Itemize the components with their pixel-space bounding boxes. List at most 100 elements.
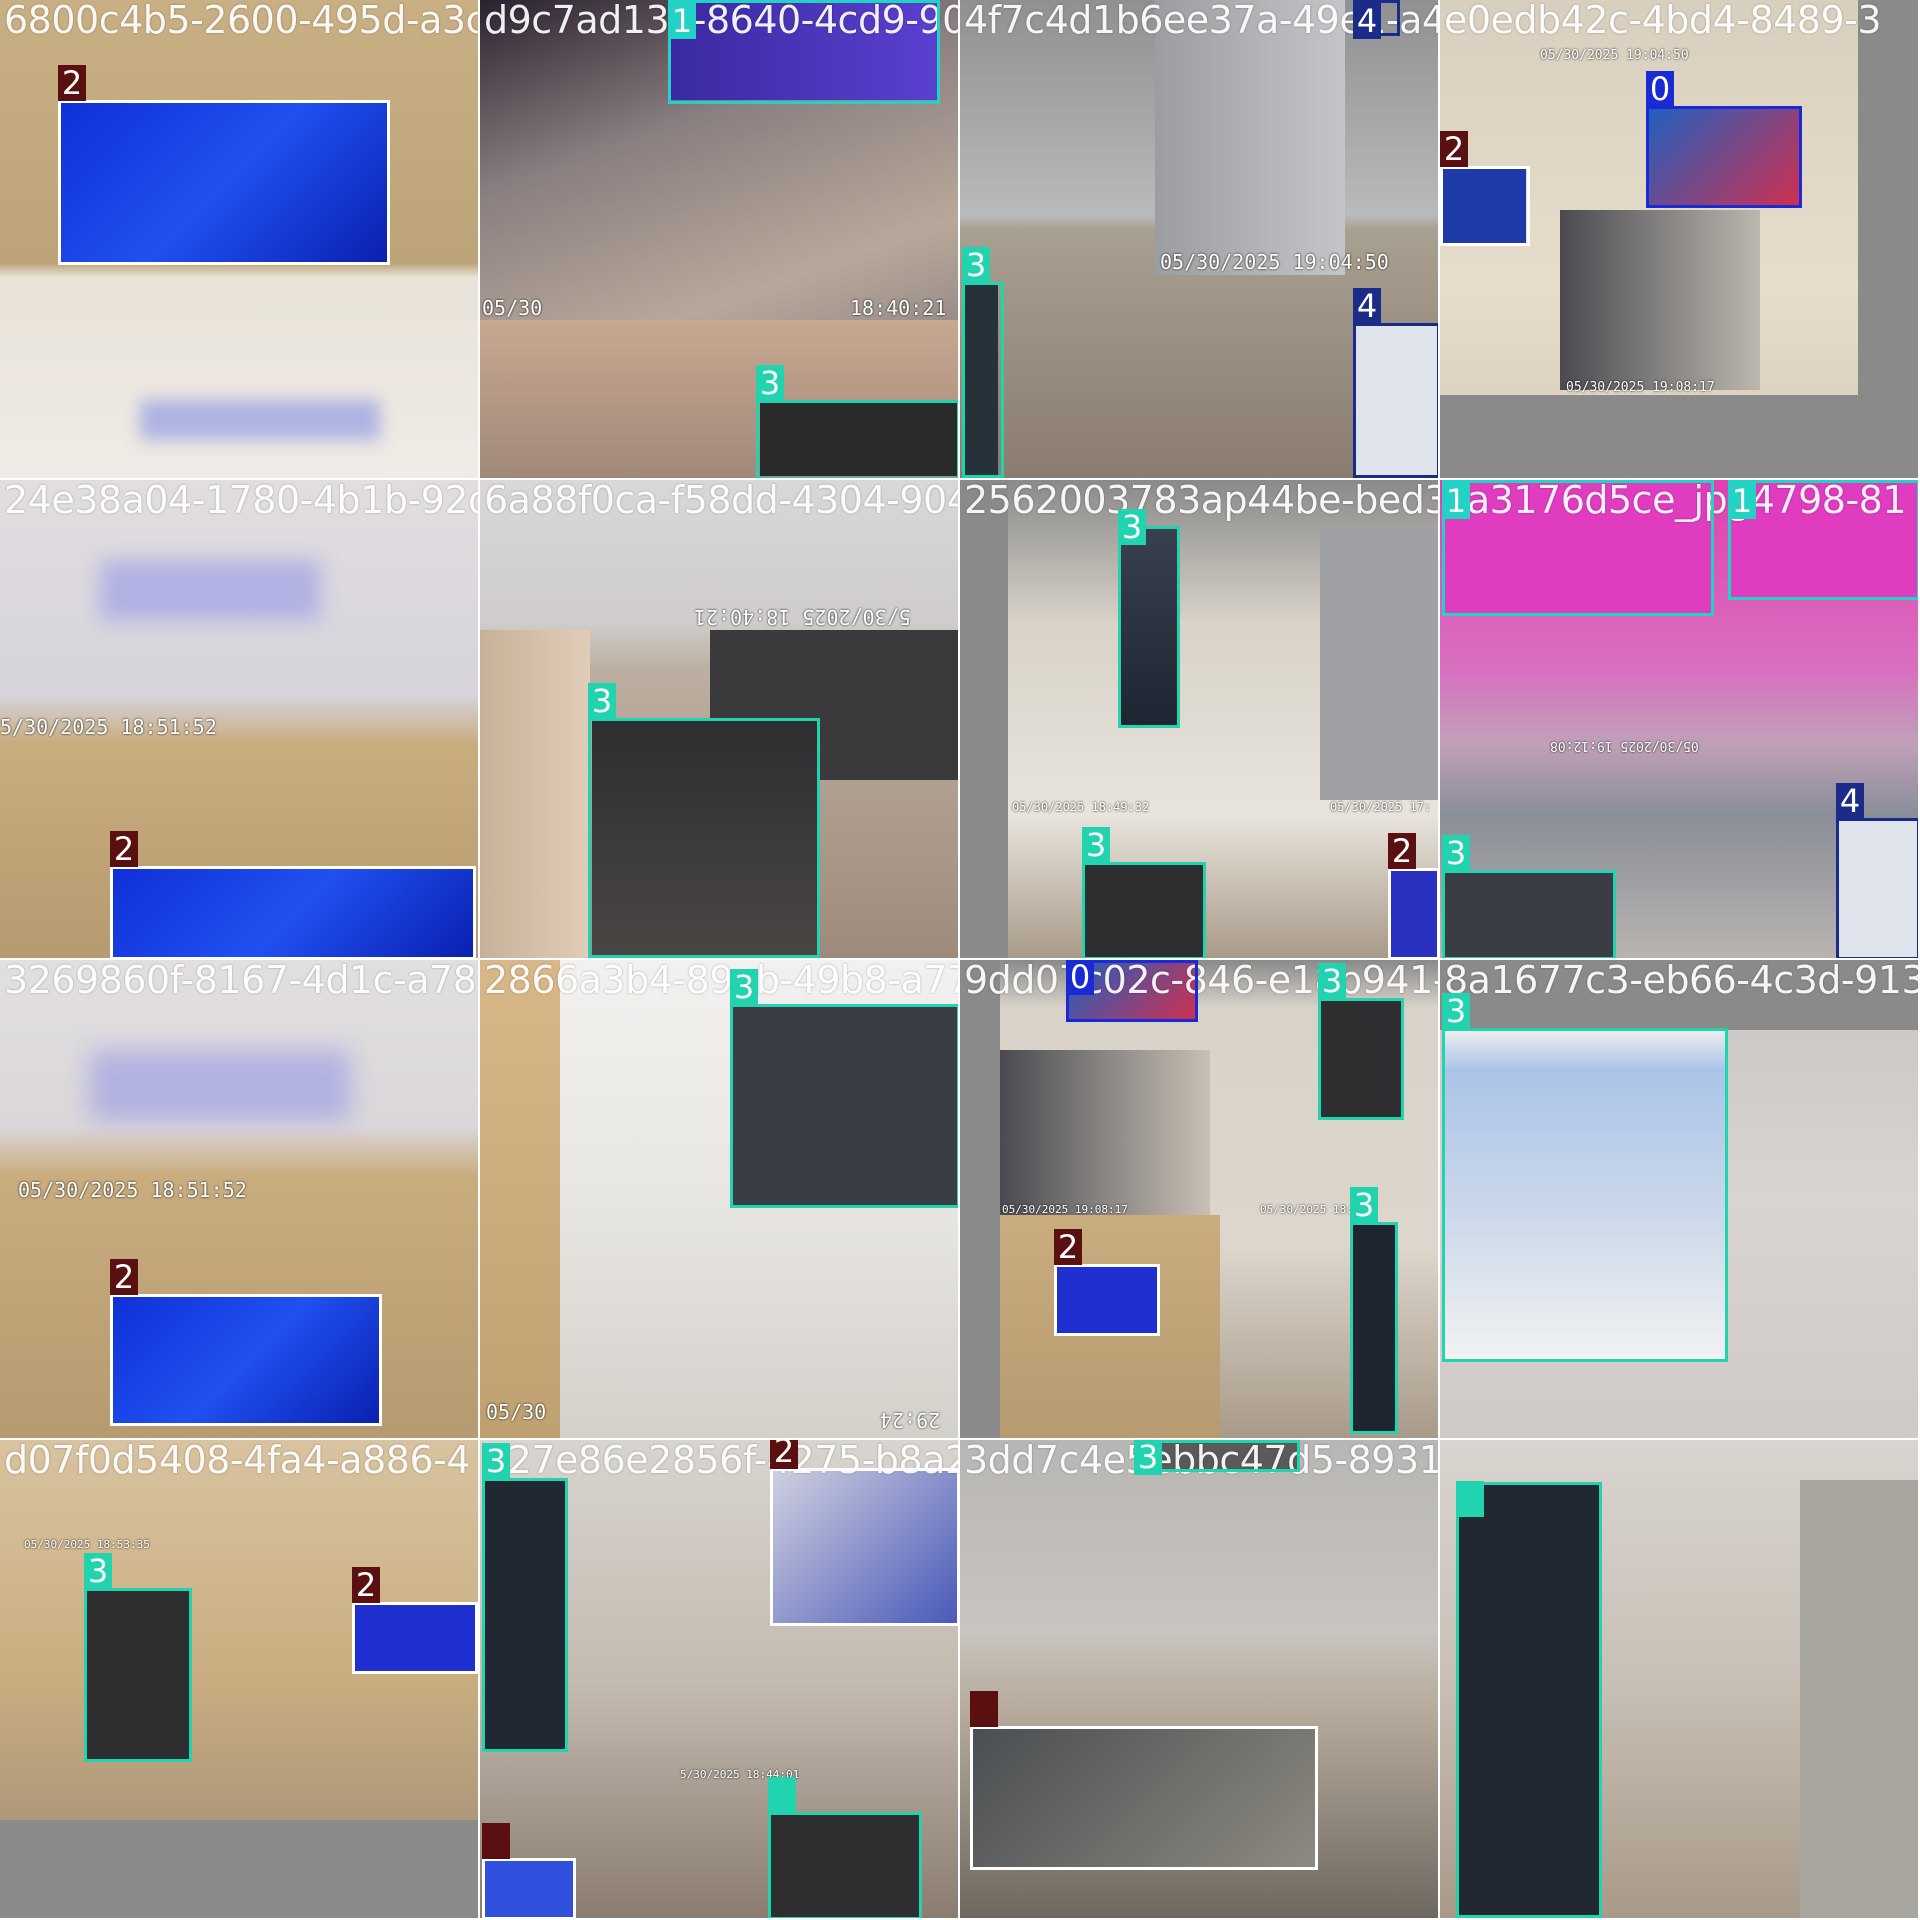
bbox-label: 3 [1318,963,1346,999]
pink-screen [1444,480,1712,614]
bbox-class-3: 3 [730,969,958,1208]
bbox-class-2: 2 [1388,833,1438,958]
timestamp: 05/30/2025 19:08:17 [1566,380,1715,395]
bbox-label: 3 [482,1443,510,1479]
bbox-label: 3 [962,247,990,283]
tile-5: 5/30/2025 18:40:21 6a88f0ca-f58dd-4304-9… [480,480,960,960]
bbox-class-3: 3 [1350,1187,1398,1434]
creators-screen [1444,872,1614,958]
tile-title: ea3176d5ce_jpg4798-81 [1444,480,1907,522]
bbox-class-2 [970,1691,1318,1870]
timestamp: 05/30 [482,296,543,320]
bbox-class-1: 1 [668,0,940,104]
wall-screen [112,868,474,958]
bbox-label: 2 [352,1567,380,1603]
timestamp: 05/30/2025 18:49:32 [1012,800,1150,814]
timestamp: 5/30/2025 18:51:52 [0,715,217,739]
bbox-class-2: 2 [770,1440,958,1626]
tile-12: 05/30/2025 18:53:35 d07f0d5408-4fa4-a886… [0,1440,480,1920]
poster-board [1838,820,1918,958]
right-wall [1800,1480,1918,1918]
grey-margin [960,960,1000,1438]
bbox-label: 0 [1646,71,1674,107]
tile-13: 5/30/2025 18:44:01 627e86e2856f-4275-b8a… [480,1440,960,1920]
side-screen [1390,870,1438,958]
bbox-label: 3 [1134,1440,1162,1475]
bbox-class-4: 4 [1836,783,1918,958]
floor-reflection [140,400,380,440]
bbox-label: 1 [668,3,696,39]
ceiling-tv [1648,108,1800,206]
bbox-label: 0 [1066,960,1094,995]
bbox-class-3: 3 [482,1443,568,1752]
tile-title: 3269860f-8167-4d1c-a780-e [4,960,478,1002]
bbox-label: 2 [110,1259,138,1295]
timestamp: 05/30/2025 19:08:17 [1002,1203,1128,1216]
blurred-reflection [90,1050,350,1120]
tile-2: 05/30/2025 19:04:50 4f7c4d1b6ee37a-49e1-… [960,0,1440,480]
grey-margin [1440,960,1918,1030]
timestamp: 05/30/2025 19:04:50 [1160,250,1389,274]
tile-8: 05/30/2025 18:51:52 3269860f-8167-4d1c-a… [0,960,480,1440]
creators-screen [732,1006,958,1206]
timestamp: 05/30/2025 17: [1330,800,1432,814]
bbox-class-2: 2 [352,1567,478,1674]
bbox-class-3: 3 [1082,827,1206,958]
tile-14: 5/30/2025 18:44:01 3dd7c4e5ebbc47d5-8931… [960,1440,1440,1920]
timestamp: 05/30 [486,1400,547,1424]
tile-6: 05/30/2025 18:49:32 05/30/2025 17: 25620… [960,480,1440,960]
tile-1: 05/30 18:40:21 d9c7ad13d-8640-4cd9-9035-… [480,0,960,480]
tile-9: 05/30 29:24 2866a3b4-89ab-49b8-a774-8 3 [480,960,960,1440]
side-kiosk [964,282,998,478]
bbox-class-2: 2 [110,1259,382,1426]
bbox-class-4: 4 [1353,288,1438,478]
ceiling-screen [670,0,938,100]
bbox-label: 2 [58,65,86,101]
kyochon-kiosk [1084,864,1204,958]
bbox-class-4: 4 [1353,0,1400,39]
bbox-label: 3 [84,1553,112,1589]
bbox-class-3: 3 [962,247,1004,478]
kiosk-totem [1120,528,1178,726]
ceiling-sign [1136,1440,1298,1470]
tile-title: d9c7ad13d-8640-4cd9-9035-f497d1b56ca7.jp… [484,0,958,42]
bbox-label [970,1691,998,1727]
timestamp: 05/30/2025 19:04:50 [1540,48,1689,63]
food-screen [972,1728,1316,1868]
wall-screen [354,1604,476,1672]
left-wall [480,960,560,1438]
tile-10: 05/30/2025 19:08:17 05/30/2025 18: 9dd07… [960,960,1440,1440]
blurred-reflection [100,560,320,620]
tile-15 [1440,1440,1920,1920]
bbox-label [482,1823,510,1859]
tile-title: 6800c4b5-2600-495d-a3c9-c [4,0,478,42]
grey-margin [960,480,1008,958]
wall-screen [60,103,388,262]
bbox-label: 3 [1350,1187,1378,1223]
grey-bottom [1440,395,1918,478]
menu-screen [1440,168,1526,244]
billboard [1444,1030,1726,1360]
tile-title: 627e86e2856f-4275-b8a2-6 [484,1440,960,1482]
bbox-label: 2 [1054,1229,1082,1265]
bbox-label: 2 [1388,833,1416,869]
bbox-class-3: 3 [1118,509,1180,728]
tile-4: 5/30/2025 18:51:52 24e38a04-1780-4b1b-92… [0,480,480,960]
bbox-label: 3 [756,365,784,401]
bbox-label: 4 [1836,783,1864,819]
bbox-label: 2 [770,1440,798,1469]
timestamp: 05/30/2025 18:51:52 [18,1178,247,1202]
fashion-screen [772,1470,958,1624]
tile-title: 9dd07c02c-846-e18b941-f49828e0022a3p4163… [964,960,1440,1002]
building-facade [480,630,590,958]
bbox-class-3: 3 [588,683,820,958]
bbox-label [768,1777,796,1813]
bbox-class-3: 3 [1318,963,1404,1120]
bbox-class-0: 0 [1646,71,1802,208]
tile-7: 05/30/2025 19:12:08 ea3176d5ce_jpg4798-8… [1440,480,1920,960]
bbox-class-0: 0 [1066,960,1198,1022]
tile-title: 24e38a04-1780-4b1b-92dc-6a88f0ca-f58dd-4… [4,480,478,522]
